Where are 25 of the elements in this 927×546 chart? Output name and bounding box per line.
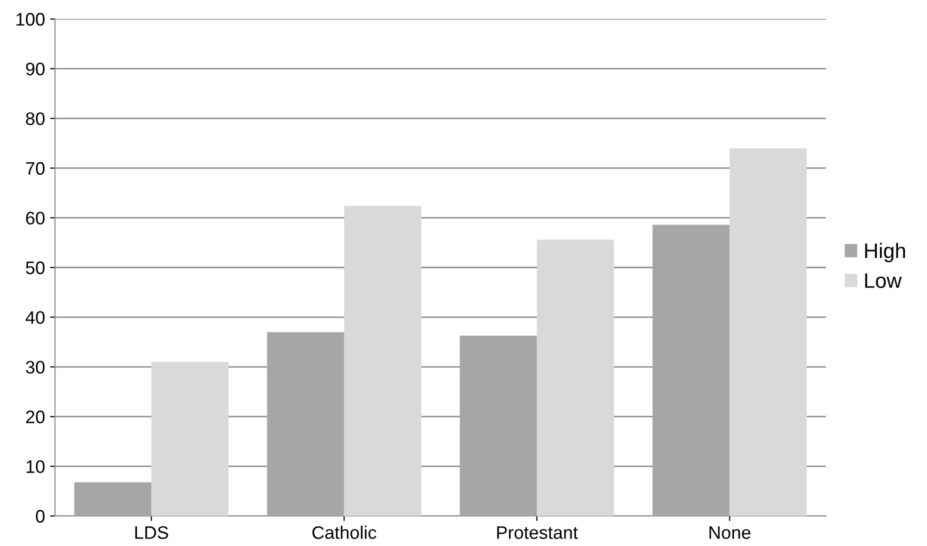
y-tick-label: 40	[26, 311, 45, 324]
x-tick-label: Catholic	[312, 526, 376, 539]
bar	[151, 362, 228, 516]
y-tick-label: 50	[26, 261, 45, 274]
y-tick-label: 60	[26, 212, 45, 225]
bar	[267, 332, 344, 516]
bar	[652, 224, 730, 516]
x-tick-label: None	[710, 526, 750, 539]
y-tick-label: 10	[26, 460, 45, 474]
bar	[536, 240, 614, 516]
y-tick-label: 80	[26, 112, 45, 126]
x-tick-label: Protestant	[497, 526, 578, 539]
y-tick-label: 100	[16, 12, 45, 26]
y-tick-label: 30	[26, 360, 45, 374]
y-tick-label: 90	[26, 62, 45, 76]
bar	[730, 148, 807, 516]
x-tick-label: LDS	[135, 526, 168, 539]
y-tick-label: 0	[36, 510, 45, 523]
bar	[344, 206, 422, 516]
legend-label: High	[865, 242, 905, 262]
y-tick-label: 20	[26, 410, 45, 424]
y-tick-label: 70	[26, 162, 45, 175]
bar	[74, 482, 152, 516]
bar	[460, 336, 537, 516]
legend-label: Low	[865, 273, 902, 288]
